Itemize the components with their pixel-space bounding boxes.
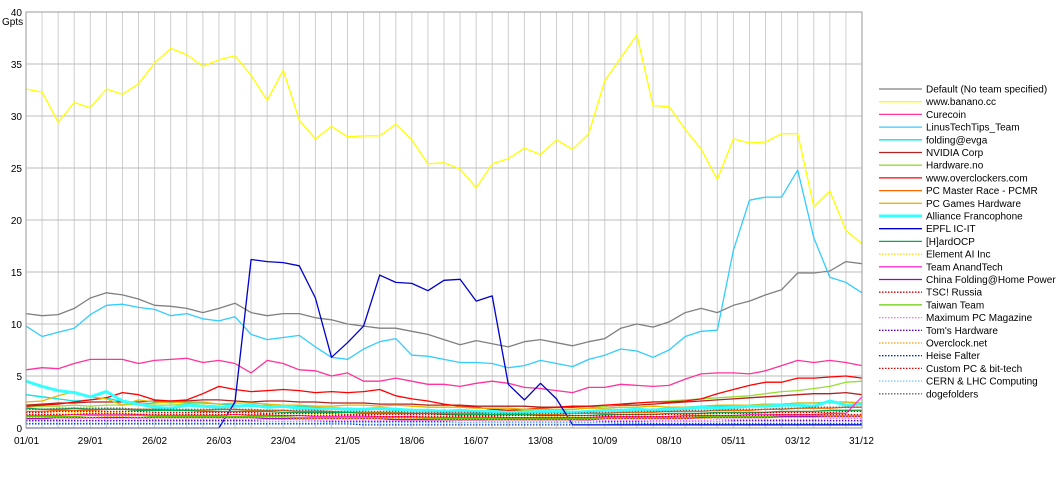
x-tick-label: 18/06 bbox=[399, 436, 424, 447]
plot-area-border bbox=[25, 11, 863, 429]
series-line bbox=[26, 415, 862, 421]
legend-entry: dogefolders bbox=[926, 389, 978, 400]
y-axis-label: Gpts bbox=[2, 17, 23, 28]
x-tick-label: 21/05 bbox=[335, 436, 360, 447]
series-lines bbox=[25, 34, 863, 429]
y-tick-label: 25 bbox=[11, 164, 23, 175]
x-tick-label: 23/04 bbox=[271, 436, 296, 447]
x-tick-label: 31/12 bbox=[849, 436, 874, 447]
series-line bbox=[26, 406, 862, 415]
legend: Default (No team specified)www.banano.cc… bbox=[879, 85, 1056, 400]
x-tick-label: 29/01 bbox=[78, 436, 103, 447]
x-tick-label: 16/07 bbox=[464, 436, 489, 447]
y-tick-label: 35 bbox=[11, 60, 23, 71]
legend-entry: Element AI Inc bbox=[926, 250, 990, 261]
legend-entry: Taiwan Team bbox=[926, 300, 984, 311]
x-tick-label: 08/10 bbox=[657, 436, 682, 447]
x-tick-label: 03/12 bbox=[785, 436, 810, 447]
legend-entry: TSC! Russia bbox=[926, 288, 983, 299]
legend-entry: Default (No team specified) bbox=[926, 85, 1047, 96]
series-line bbox=[25, 260, 863, 348]
y-tick-label: 5 bbox=[16, 372, 22, 383]
series-line bbox=[26, 423, 862, 426]
x-tick-label: 26/02 bbox=[142, 436, 167, 447]
y-tick-label: 15 bbox=[11, 268, 23, 279]
y-tick-label: 10 bbox=[11, 320, 23, 331]
grid bbox=[25, 11, 863, 429]
legend-entry: www.overclockers.com bbox=[925, 173, 1028, 184]
legend-entry: NVIDIA Corp bbox=[926, 148, 984, 159]
x-tick-label: 26/03 bbox=[206, 436, 231, 447]
series-line bbox=[25, 375, 863, 411]
legend-entry: Team AnandTech bbox=[926, 262, 1003, 273]
x-tick-label: 05/11 bbox=[721, 436, 746, 447]
legend-entry: CERN & LHC Computing bbox=[926, 377, 1038, 388]
legend-entry: Tom's Hardware bbox=[926, 326, 998, 337]
legend-entry: Custom PC & bit-tech bbox=[926, 364, 1022, 375]
y-tick-label: 40 bbox=[11, 8, 23, 19]
legend-entry: Hardware.no bbox=[926, 161, 984, 172]
series-line bbox=[25, 357, 863, 394]
legend-entry: [H]ardOCP bbox=[926, 237, 975, 248]
y-tick-label: 20 bbox=[11, 216, 23, 227]
series-line bbox=[25, 379, 863, 414]
x-tick-label: 01/01 bbox=[14, 436, 39, 447]
series-line bbox=[26, 417, 862, 423]
axes: 0 5 10 15 20 25 30 35 40 01/01 29/01 26/02 26/03 23/0… bbox=[11, 8, 875, 447]
legend-entry: folding@evga bbox=[926, 135, 988, 146]
legend-entry: Overclock.net bbox=[926, 339, 987, 350]
y-tick-label: 30 bbox=[11, 112, 23, 123]
series-line bbox=[25, 390, 863, 410]
legend-entry: China Folding@Home Power bbox=[926, 275, 1056, 286]
series-line bbox=[26, 410, 862, 417]
series-line bbox=[26, 412, 862, 419]
legend-entry: LinusTechTips_Team bbox=[926, 123, 1020, 134]
legend-entry: www.banano.cc bbox=[925, 97, 996, 108]
series-line bbox=[25, 169, 863, 369]
legend-entry: Maximum PC Magazine bbox=[926, 313, 1033, 324]
legend-entry: PC Games Hardware bbox=[926, 199, 1021, 210]
legend-entry: Curecoin bbox=[926, 110, 966, 121]
legend-entry: PC Master Race - PCMR bbox=[926, 186, 1038, 197]
legend-entry: EPFL IC-IT bbox=[926, 224, 976, 235]
series-line bbox=[25, 34, 863, 245]
legend-entry: Alliance Francophone bbox=[926, 212, 1023, 223]
x-tick-label: 10/09 bbox=[592, 436, 617, 447]
x-tick-label: 13/08 bbox=[528, 436, 553, 447]
legend-entry: Heise Falter bbox=[926, 351, 981, 362]
series-line bbox=[26, 421, 862, 424]
series-line bbox=[26, 414, 862, 420]
y-tick-label: 0 bbox=[16, 424, 22, 435]
